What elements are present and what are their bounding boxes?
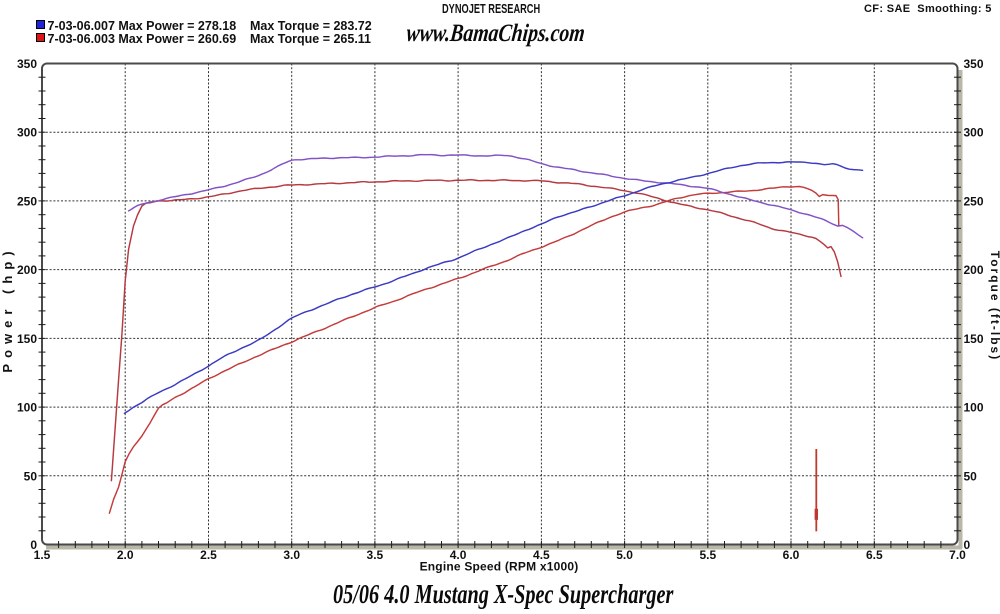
svg-text:0: 0 — [964, 538, 971, 552]
svg-text:2.0: 2.0 — [117, 548, 134, 562]
svg-text:100: 100 — [964, 401, 984, 415]
svg-text:350: 350 — [17, 57, 37, 71]
svg-text:3.5: 3.5 — [367, 548, 384, 562]
svg-text:6.5: 6.5 — [866, 548, 883, 562]
svg-text:200: 200 — [964, 263, 984, 277]
svg-text:Power (hp): Power (hp) — [0, 245, 15, 372]
svg-text:5.0: 5.0 — [616, 548, 633, 562]
svg-text:50: 50 — [964, 469, 978, 483]
svg-text:Engine Speed (RPM x1000): Engine Speed (RPM x1000) — [420, 560, 579, 574]
svg-text:1.5: 1.5 — [34, 548, 51, 562]
svg-text:200: 200 — [17, 263, 37, 277]
svg-text:150: 150 — [17, 332, 37, 346]
svg-text:0: 0 — [30, 538, 37, 552]
svg-text:250: 250 — [17, 194, 37, 208]
svg-text:350: 350 — [964, 57, 984, 71]
svg-text:50: 50 — [24, 469, 38, 483]
svg-text:2.5: 2.5 — [200, 548, 217, 562]
svg-text:300: 300 — [17, 126, 37, 140]
svg-text:5.5: 5.5 — [699, 548, 716, 562]
svg-text:250: 250 — [964, 194, 984, 208]
svg-text:Torque (ft-lbs): Torque (ft-lbs) — [988, 251, 1000, 361]
svg-text:300: 300 — [964, 126, 984, 140]
svg-text:4.5: 4.5 — [533, 548, 550, 562]
svg-text:150: 150 — [964, 332, 984, 346]
svg-text:3.0: 3.0 — [283, 548, 300, 562]
svg-text:6.0: 6.0 — [783, 548, 800, 562]
svg-text:4.0: 4.0 — [450, 548, 467, 562]
svg-text:100: 100 — [17, 401, 37, 415]
svg-text:7.0: 7.0 — [949, 548, 966, 562]
